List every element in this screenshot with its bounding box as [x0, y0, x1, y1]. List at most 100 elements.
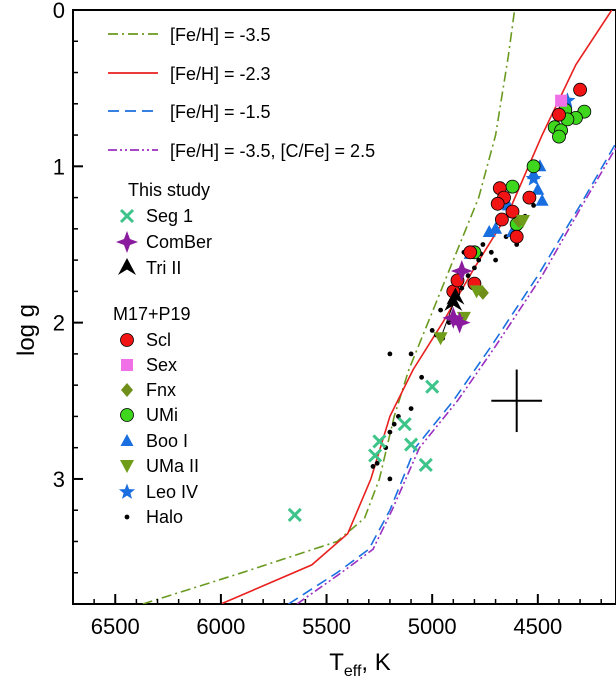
point-scl-shape [494, 212, 509, 227]
point-scl-shape [573, 82, 587, 97]
legend-marker-uma-ii-shape [120, 460, 134, 473]
legend-marker-boo-i-shape [120, 434, 134, 446]
x-tick-label: 6000 [196, 614, 245, 639]
point-seg-1 [397, 417, 412, 432]
point-boo-i [531, 182, 545, 195]
point-scl-shape [463, 245, 478, 260]
legend-marker-seg-1-shape [119, 208, 135, 224]
x-tick-label: 5000 [408, 614, 457, 639]
point-halo [408, 351, 414, 357]
point-comber [448, 311, 471, 334]
point-halo-shape [480, 242, 486, 247]
point-seg-1-shape [287, 507, 302, 522]
point-scl [494, 212, 509, 227]
legend-marker-umi [120, 408, 134, 422]
x-axis-label-main: T [329, 649, 344, 676]
legend-marker-fnx [121, 383, 133, 397]
axes: 6500 6000 5500 5000 4500 0 1 2 3 [53, 0, 602, 639]
point-scl [509, 229, 524, 244]
point-leo-iv-shape [525, 170, 542, 186]
point-seg-1-shape [404, 437, 419, 452]
point-comber-shape [450, 260, 473, 282]
point-scl [522, 190, 537, 205]
legend-series-label: Boo I [146, 431, 188, 451]
legend-series-label: Halo [146, 507, 183, 527]
point-halo-shape [531, 203, 536, 208]
point-tri-ii [444, 293, 463, 311]
point-scl-shape [505, 204, 520, 219]
point-halo [438, 307, 443, 313]
plot-area [72, 9, 616, 605]
legend-line-label: [Fe/H] = -3.5 [170, 25, 271, 45]
point-uma-ii-shape [469, 285, 484, 299]
point-halo [531, 203, 536, 208]
point-halo [493, 257, 498, 263]
legend-marker-boo-i [120, 434, 134, 446]
point-boo-i-shape [535, 193, 549, 206]
point-seg-1-shape [368, 448, 383, 463]
point-halo [387, 351, 393, 357]
point-halo-shape [438, 307, 443, 313]
point-halo-shape [387, 429, 393, 435]
point-halo [480, 242, 486, 247]
point-halo-shape [391, 421, 397, 427]
legend-marker-scl [120, 333, 134, 347]
legend-line-label: [Fe/H] = -1.5 [170, 102, 271, 122]
y-tick-label: 1 [53, 154, 65, 179]
point-uma-ii-shape [433, 332, 448, 346]
point-halo-shape [472, 265, 477, 271]
model-line-3 [288, 142, 616, 604]
point-halo [429, 328, 435, 333]
point-seg-1 [368, 448, 383, 463]
legend-marker-halo [124, 514, 130, 520]
point-halo [488, 249, 494, 255]
point-uma-ii-shape [516, 215, 530, 228]
point-seg-1 [418, 457, 433, 472]
legend-marker-halo-shape [124, 514, 130, 520]
point-halo [419, 374, 424, 380]
legend-marker-seg-1 [119, 208, 135, 224]
point-umi-shape [505, 179, 520, 194]
legend-series-label: UMi [146, 405, 178, 425]
legend-header-m17-p19: M17+P19 [113, 304, 191, 324]
x-axis-label-unit: , K [361, 649, 390, 676]
model-line-4 [296, 147, 616, 604]
point-sex-shape [555, 94, 568, 107]
legend-header-this-study: This study [128, 180, 210, 200]
point-halo [476, 257, 482, 263]
point-scl-shape [522, 190, 537, 205]
point-boo-i-shape [531, 182, 545, 195]
point-seg-1-shape [425, 379, 440, 394]
point-halo-shape [374, 460, 380, 466]
point-uma-ii [516, 215, 530, 228]
point-leo-iv-shape [559, 92, 576, 108]
point-halo-shape [459, 285, 465, 291]
legend-marker-fnx-shape [121, 383, 133, 397]
legend: [Fe/H] = -3.5 [Fe/H] = -2.3 [Fe/H] = -1.5 [… [108, 25, 375, 527]
point-halo-shape [419, 374, 424, 380]
point-halo-shape [408, 406, 414, 411]
point-tri-ii [446, 287, 465, 305]
point-sex [555, 94, 568, 107]
x-tick-label: 4500 [513, 614, 562, 639]
point-halo [408, 406, 414, 411]
legend-marker-comber [116, 231, 138, 253]
x-axis-label-sub: eff [344, 663, 362, 680]
legend-series-label: ComBer [146, 232, 212, 252]
point-umi [552, 129, 566, 144]
x-axis-label: Teff, K [329, 649, 391, 680]
point-halo-shape [488, 249, 494, 255]
point-comber-shape [448, 311, 471, 334]
point-umi [505, 179, 520, 194]
point-boo-i [489, 221, 503, 234]
point-leo-iv [559, 92, 576, 108]
legend-series-label: Leo IV [146, 482, 198, 502]
legend-series-label: UMa II [146, 456, 199, 476]
point-boo-i-shape [489, 221, 503, 234]
y-tick-label: 0 [53, 0, 65, 23]
point-halo [370, 464, 376, 469]
legend-series-label: Seg 1 [146, 206, 193, 226]
legend-marker-umi-shape [120, 408, 134, 422]
point-halo [391, 421, 397, 427]
legend-line-label: [Fe/H] = -2.3 [170, 64, 271, 84]
